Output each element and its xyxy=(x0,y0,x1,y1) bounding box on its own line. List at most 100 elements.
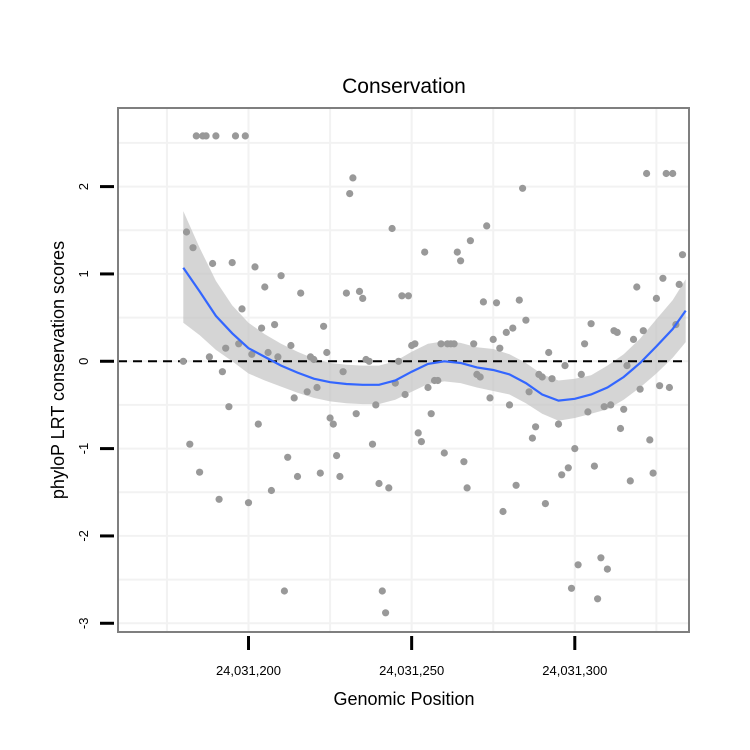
data-point xyxy=(597,554,605,562)
data-point xyxy=(417,438,425,446)
data-point xyxy=(385,484,393,492)
y-tick-label: -3 xyxy=(76,618,91,630)
data-point xyxy=(581,340,589,348)
data-point xyxy=(450,340,458,348)
data-point xyxy=(669,169,677,178)
data-point xyxy=(571,445,579,453)
data-point xyxy=(254,420,262,428)
data-point xyxy=(643,169,651,178)
data-point xyxy=(616,424,625,433)
data-point xyxy=(320,322,328,330)
data-point xyxy=(649,469,657,477)
data-point xyxy=(248,350,256,358)
data-point xyxy=(538,373,546,381)
data-point xyxy=(388,224,396,233)
data-point xyxy=(584,408,592,416)
data-point xyxy=(196,468,204,476)
x-tick-label: 24,031,300 xyxy=(542,663,607,678)
data-point xyxy=(548,375,556,383)
data-point xyxy=(215,495,223,503)
data-point xyxy=(382,609,390,617)
data-point xyxy=(352,410,360,418)
data-point xyxy=(339,368,347,376)
data-point xyxy=(355,287,364,295)
data-point xyxy=(639,327,647,335)
data-point xyxy=(502,328,510,336)
data-point xyxy=(512,481,520,489)
points-group xyxy=(179,132,687,617)
data-point xyxy=(375,479,383,488)
data-point xyxy=(574,561,582,569)
data-point xyxy=(437,340,445,348)
data-point xyxy=(499,507,507,516)
data-point xyxy=(620,405,628,413)
data-point xyxy=(678,251,687,259)
data-point xyxy=(336,472,344,481)
data-point xyxy=(372,401,380,409)
data-point xyxy=(404,292,412,300)
y-tick-label: 2 xyxy=(76,183,91,190)
data-point xyxy=(228,259,236,267)
panel-border xyxy=(117,107,690,633)
data-point xyxy=(440,449,448,457)
data-point xyxy=(509,324,517,332)
data-point xyxy=(365,357,373,365)
data-point xyxy=(532,423,540,431)
data-point xyxy=(209,259,217,268)
data-point xyxy=(519,184,527,192)
data-point xyxy=(414,429,422,437)
data-point xyxy=(280,587,288,595)
data-point xyxy=(590,462,599,470)
data-point xyxy=(470,340,478,348)
data-point xyxy=(515,296,523,304)
y-tick-label: 0 xyxy=(76,358,91,365)
data-point xyxy=(427,410,435,418)
data-point xyxy=(626,477,634,485)
data-point xyxy=(395,357,403,365)
data-point xyxy=(287,341,295,350)
data-point xyxy=(479,298,487,306)
data-point xyxy=(222,344,230,352)
data-point xyxy=(541,500,550,508)
data-point xyxy=(261,283,269,291)
y-axis: -3 -2 -1 0 1 2 xyxy=(76,183,114,629)
data-point xyxy=(613,328,621,336)
data-point xyxy=(421,248,429,256)
confidence-ribbon-group xyxy=(183,211,686,421)
data-point xyxy=(271,321,279,329)
data-point xyxy=(646,436,654,444)
data-point xyxy=(665,383,674,392)
data-point xyxy=(303,388,311,396)
data-point xyxy=(629,335,638,343)
data-point xyxy=(411,340,419,348)
data-point xyxy=(378,587,386,595)
data-point xyxy=(179,357,187,365)
data-point xyxy=(192,132,200,140)
data-point xyxy=(186,440,194,448)
data-point xyxy=(554,420,563,428)
data-point xyxy=(463,484,471,492)
x-axis: 24,031,200 24,031,250 24,031,300 xyxy=(216,636,607,678)
data-point xyxy=(258,324,266,332)
data-point xyxy=(675,280,683,288)
confidence-ribbon xyxy=(183,211,686,421)
data-point xyxy=(662,169,670,178)
data-point xyxy=(466,237,474,245)
data-point xyxy=(623,362,631,370)
data-point xyxy=(594,595,602,603)
data-point xyxy=(290,394,298,402)
data-point xyxy=(656,382,664,390)
y-tick-label: 1 xyxy=(76,270,91,277)
data-point xyxy=(434,376,442,385)
data-point xyxy=(284,453,292,461)
data-point xyxy=(483,222,491,230)
data-point xyxy=(297,289,305,297)
data-point xyxy=(349,174,357,182)
y-axis-label: phyloP LRT conservation scores xyxy=(48,241,68,499)
data-point xyxy=(398,292,406,300)
data-point xyxy=(476,373,484,381)
data-point xyxy=(492,299,501,307)
data-point xyxy=(342,289,350,297)
x-tick-label: 24,031,250 xyxy=(379,663,444,678)
data-point xyxy=(424,383,432,392)
